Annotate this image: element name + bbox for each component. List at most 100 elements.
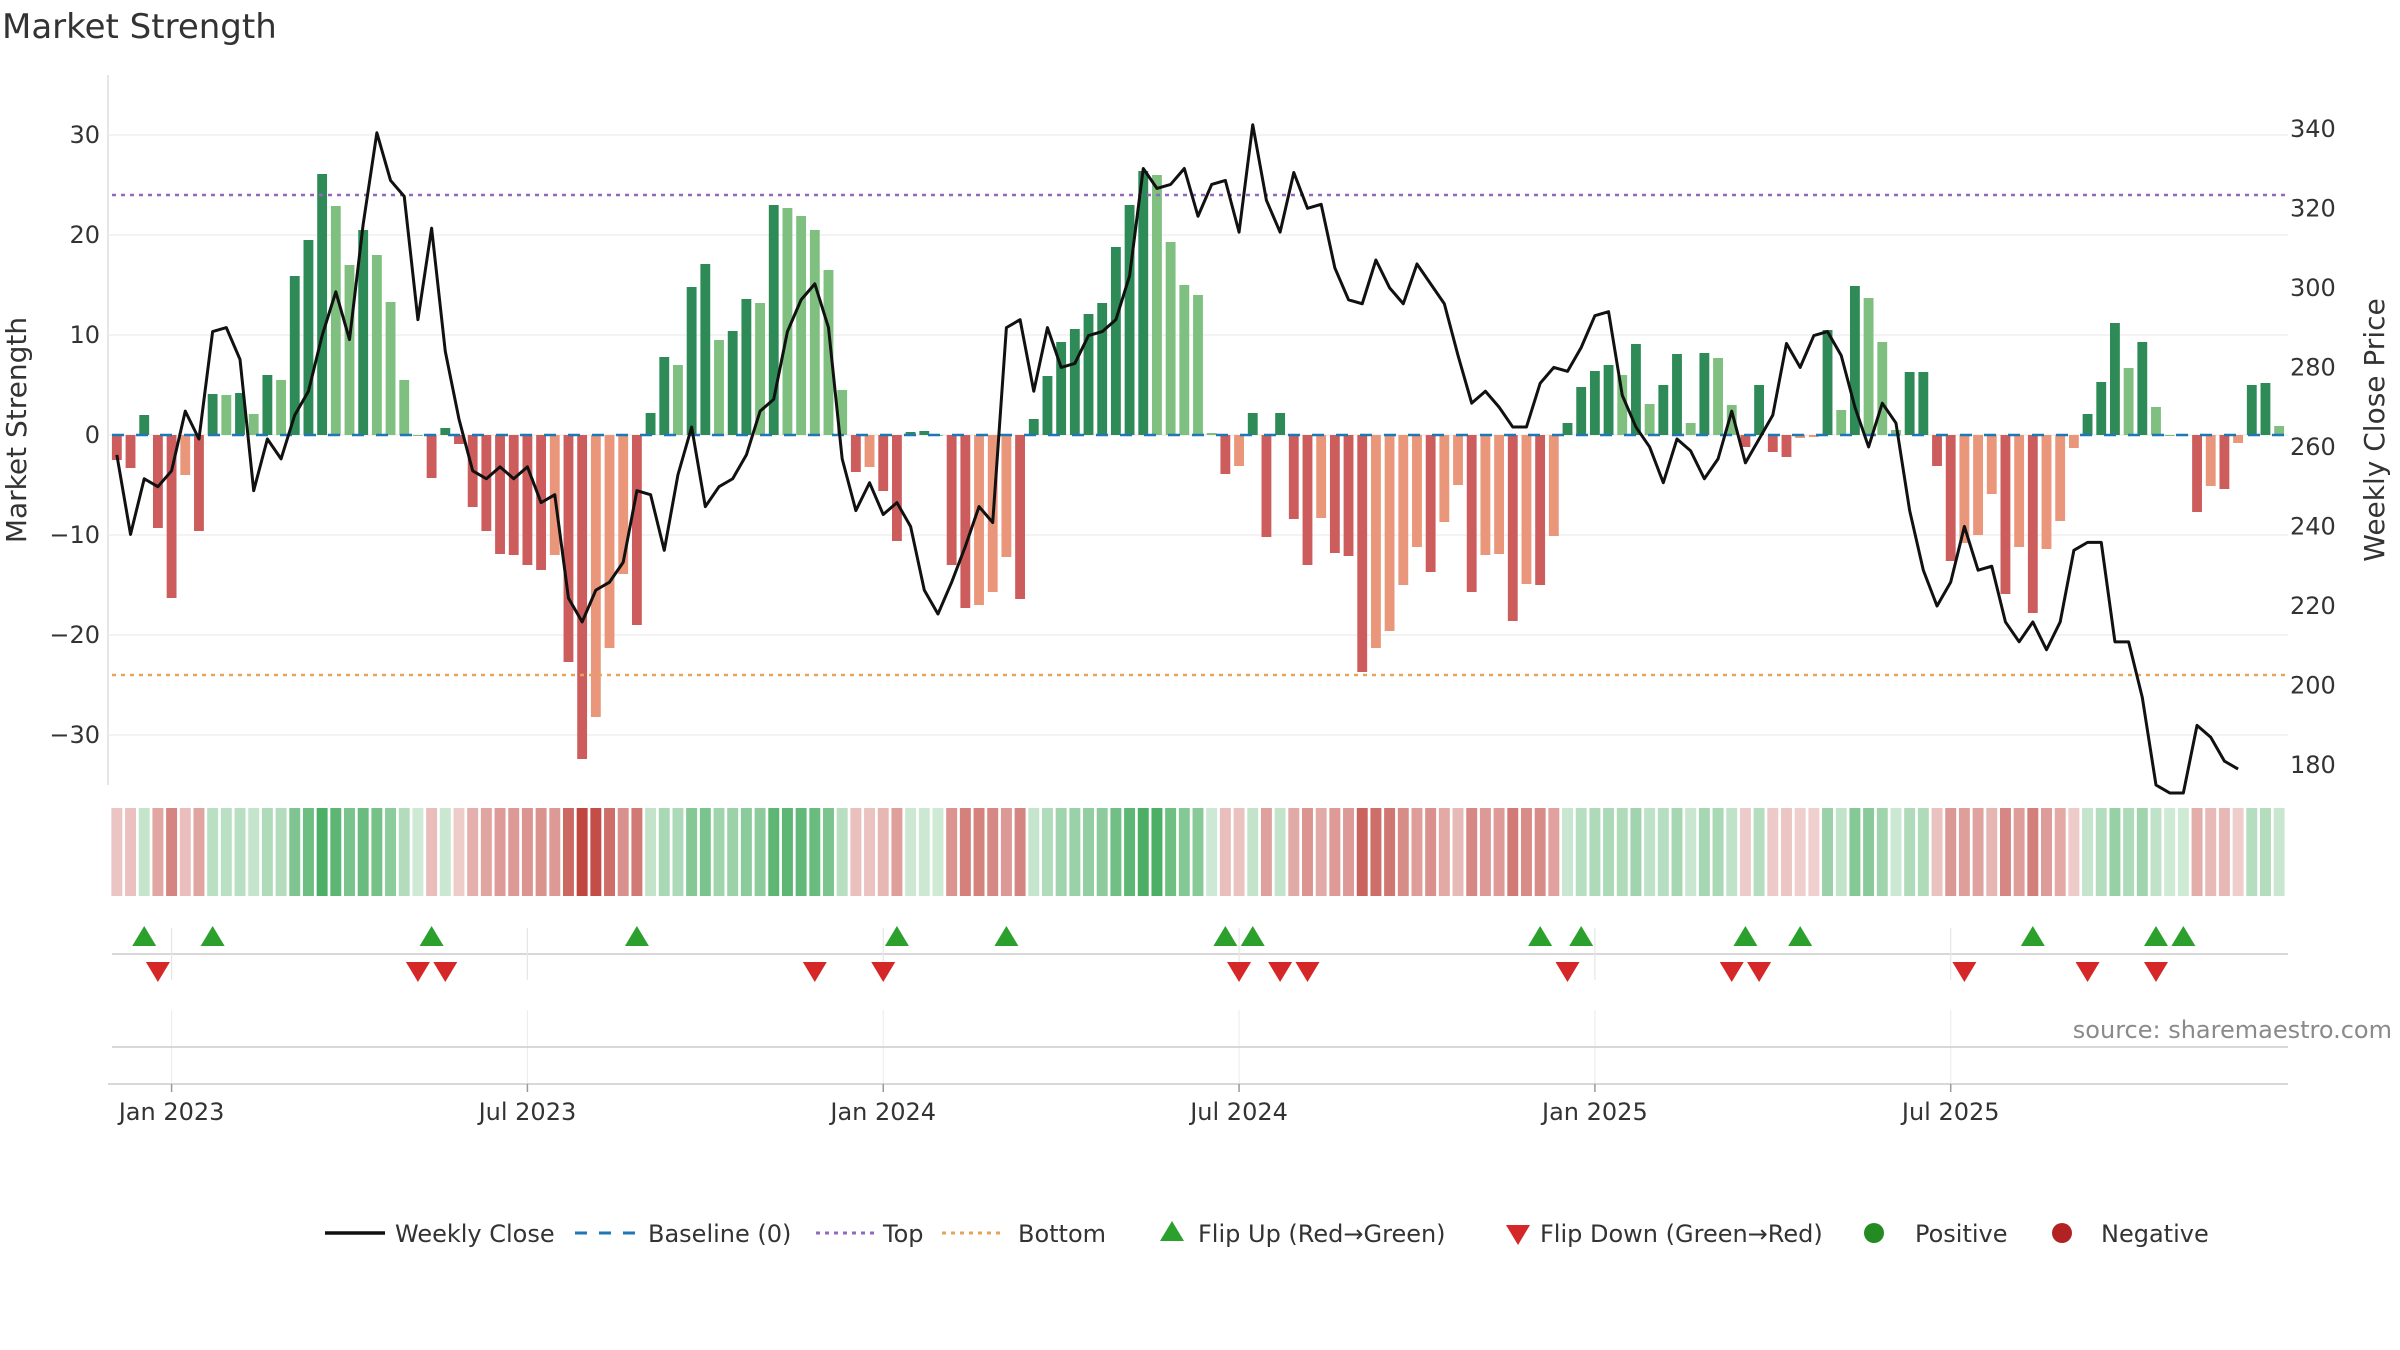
strip-cell (1794, 808, 1806, 896)
strength-bar (1370, 435, 1381, 648)
strength-bar (426, 435, 437, 478)
strength-bar (1822, 330, 1833, 435)
flip-up-marker (624, 926, 649, 946)
strip-cell (1028, 808, 1040, 896)
strength-bar (1028, 419, 1039, 435)
strip-cell (1890, 808, 1902, 896)
strip-cell (672, 808, 684, 896)
strip-cell (1288, 808, 1300, 896)
strength-bars (111, 171, 2285, 759)
strip-cell (2095, 808, 2107, 896)
strength-bar (1726, 405, 1737, 435)
strength-bar (1124, 205, 1135, 435)
strength-bar (686, 287, 697, 435)
strength-bar (1152, 175, 1162, 435)
strip-cell (1425, 808, 1437, 896)
strip-cell (1616, 808, 1628, 896)
strip-cell (1589, 808, 1601, 896)
strength-bar (262, 375, 273, 435)
strip-cell (1822, 808, 1834, 896)
strip-cell (480, 808, 492, 896)
strength-bar (1384, 435, 1395, 631)
right-tick-label: 180 (2290, 751, 2336, 779)
flip-down-marker (1747, 962, 1772, 982)
strength-bar (1097, 303, 1108, 435)
strip-cell (2164, 808, 2176, 896)
strength-bar (1945, 435, 1956, 561)
strip-cell (125, 808, 136, 896)
strip-cell (248, 808, 260, 896)
strip-cell (604, 808, 615, 896)
flip-down-marker (2075, 962, 2100, 982)
strength-bar (878, 435, 889, 491)
strength-bar (1535, 435, 1546, 585)
strength-bar (166, 435, 177, 598)
strength-bar (1138, 171, 1149, 435)
strength-bar (399, 380, 410, 435)
strength-bar (1439, 435, 1450, 522)
strip-cell (617, 808, 629, 896)
left-axis: −30 −20 −10 0 10 20 30 (49, 121, 100, 749)
strength-bar (960, 435, 971, 608)
strip-cell (1671, 808, 1683, 896)
strength-bar (2082, 414, 2093, 435)
x-tick-label: Jul 2025 (1900, 1098, 2000, 1126)
strip-cell (1055, 808, 1067, 896)
strength-bar (1740, 435, 1751, 447)
strip-cell (1986, 808, 1998, 896)
strength-bar (2014, 435, 2025, 547)
x-tick-label: Jul 2024 (1188, 1098, 1288, 1126)
strength-bar (1699, 353, 1710, 435)
flip-down-marker (1555, 962, 1580, 982)
strength-bar (317, 174, 328, 435)
strip-cell (905, 808, 917, 896)
strength-bar (221, 395, 232, 435)
strip-cell (1520, 808, 1532, 896)
flip-down-marker (1719, 962, 1744, 982)
flip-up-marker (2020, 926, 2045, 946)
strip-cell (2246, 808, 2258, 896)
strip-cell (1219, 808, 1231, 896)
strip-cell (1835, 808, 1847, 896)
strip-cell (645, 808, 657, 896)
flip-down-marker (1952, 962, 1977, 982)
x-tick-label: Jan 2025 (1540, 1098, 1648, 1126)
strength-bar (946, 435, 957, 565)
strip-cell (467, 808, 479, 896)
strip-cell (1233, 808, 1245, 896)
flip-up-marker (1569, 926, 1594, 946)
strength-bar (385, 302, 396, 435)
strip-cell (699, 808, 711, 896)
strip-cell (1411, 808, 1423, 896)
strip-cell (864, 808, 876, 896)
strength-bar (2137, 342, 2148, 435)
strength-bar (891, 435, 902, 541)
strength-bar (344, 265, 355, 435)
strip-cell (2232, 808, 2244, 896)
strip-cell (521, 808, 533, 896)
right-tick-label: 280 (2290, 353, 2336, 381)
strip-cell (576, 808, 588, 896)
strip-cell (1863, 808, 1875, 896)
strip-cell (179, 808, 191, 896)
strip-cell (1726, 808, 1738, 896)
strength-bar (413, 435, 423, 436)
strength-bar (1179, 285, 1190, 435)
strength-bar (1562, 423, 1573, 435)
right-axis: 180 200 220 240 260 280 300 320 340 (2290, 115, 2336, 779)
flip-up-marker (1213, 926, 1238, 946)
legend-label: Top (882, 1220, 924, 1248)
flip-up-marker (884, 926, 909, 946)
strength-bar (2041, 435, 2052, 549)
x-tick-label: Jan 2024 (828, 1098, 936, 1126)
strength-bar (2246, 385, 2257, 435)
right-tick-label: 240 (2290, 512, 2336, 540)
strip-cell (1917, 808, 1929, 896)
strength-bar (1754, 385, 1765, 435)
strip-cell (2150, 808, 2162, 896)
strength-bar (152, 435, 163, 528)
strength-bar (590, 435, 601, 717)
strip-cell (508, 808, 520, 896)
strength-bar (563, 435, 574, 662)
strength-bar (2205, 435, 2216, 486)
